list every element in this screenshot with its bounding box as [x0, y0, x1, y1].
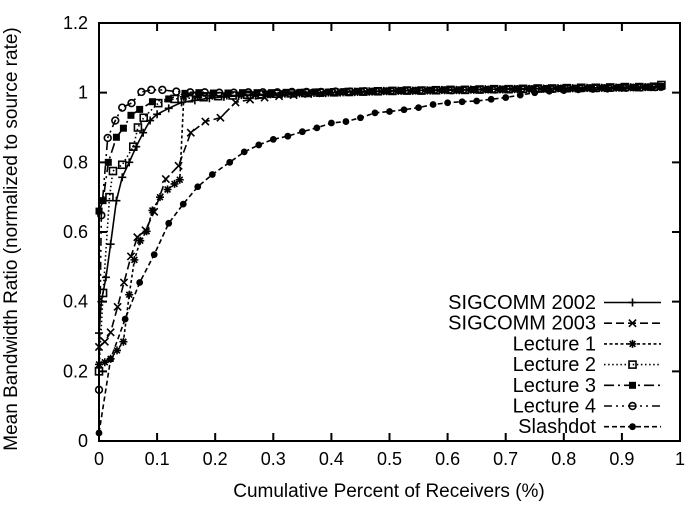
- x-axis-title: Cumulative Percent of Receivers (%): [233, 481, 545, 502]
- legend-label: Lecture 3: [513, 375, 596, 397]
- legend-item-sigcomm-2002: SIGCOMM 2002: [448, 292, 661, 314]
- y-tick-label: 1.2: [63, 13, 88, 33]
- x-tick-label: 0.6: [435, 449, 460, 469]
- tick-marks: [98, 22, 681, 442]
- legend-item-slashdot: Slashdot: [518, 416, 661, 438]
- y-tick-label: 0.8: [63, 152, 88, 172]
- x-tick-label: 0.8: [551, 449, 576, 469]
- x-tick-label: 0.2: [203, 449, 228, 469]
- legend-item-lecture-2: Lecture 2: [513, 354, 661, 376]
- x-tick-label: 0.3: [261, 449, 286, 469]
- y-tick-label: 1: [78, 83, 88, 103]
- series-slashdot: [95, 84, 665, 437]
- legend-item-lecture-1: Lecture 1: [513, 333, 661, 355]
- legend-label: Slashdot: [518, 416, 596, 438]
- legend-label: Lecture 2: [513, 354, 596, 376]
- legend-item-lecture-3: Lecture 3: [513, 375, 661, 397]
- x-tick-label: 0.5: [377, 449, 402, 469]
- legend-label: SIGCOMM 2002: [448, 292, 596, 314]
- series-line: [98, 86, 656, 390]
- legend-item-lecture-4: Lecture 4: [513, 396, 661, 418]
- x-tick-label: 0.4: [319, 449, 344, 469]
- x-tick-label: 0.1: [145, 449, 170, 469]
- legend-label: Lecture 1: [513, 333, 596, 355]
- legend-label: SIGCOMM 2003: [448, 313, 596, 335]
- y-tick-label: 0: [78, 431, 88, 451]
- y-axis-title: Mean Bandwidth Ratio (normalized to sour…: [1, 27, 22, 450]
- legend-item-sigcomm-2003: SIGCOMM 2003: [448, 313, 661, 335]
- x-tick-label: 0: [94, 449, 104, 469]
- tick-labels: 0 0.1 0.2 0.3 0.4 0.5 0.6 0.7 0.8 0.9 1 0 0.2 0.4 0.6 0…: [63, 13, 685, 469]
- legend-label: Lecture 4: [513, 396, 596, 418]
- x-tick-label: 0.9: [609, 449, 634, 469]
- x-tick-label: 1: [675, 449, 685, 469]
- y-tick-label: 0.4: [63, 292, 88, 312]
- y-tick-label: 0.6: [63, 222, 88, 242]
- series-line: [98, 84, 662, 372]
- x-tick-label: 0.7: [493, 449, 518, 469]
- y-tick-label: 0.2: [63, 361, 88, 381]
- series-line: [98, 86, 662, 434]
